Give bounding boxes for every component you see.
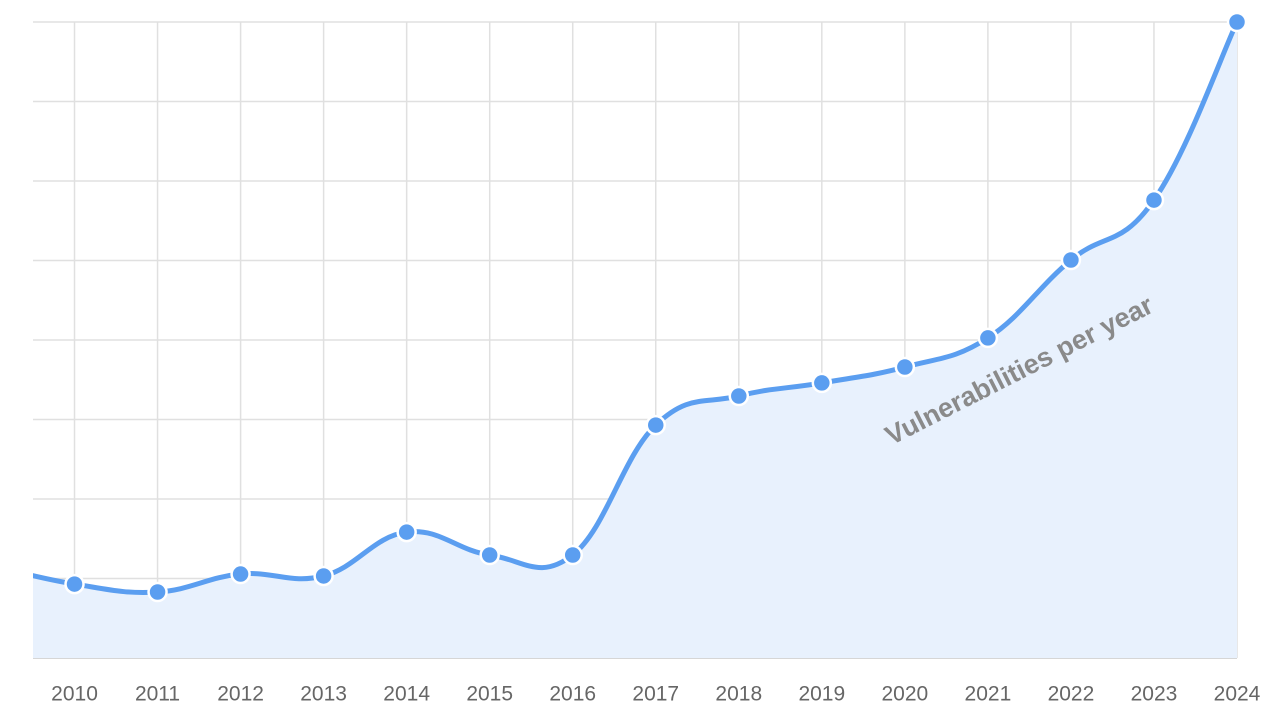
x-tick-label: 2024 <box>1214 683 1261 706</box>
x-tick-label: 2019 <box>798 683 845 706</box>
x-tick-label: 2013 <box>300 683 347 706</box>
point <box>811 372 833 394</box>
x-tick-label: 2010 <box>51 683 98 706</box>
point <box>977 327 999 349</box>
x-tick-label: 2017 <box>632 683 679 706</box>
point <box>1143 189 1165 211</box>
point <box>230 563 251 585</box>
point <box>894 356 916 378</box>
x-tick-label: 2023 <box>1131 683 1178 706</box>
point <box>645 414 667 436</box>
x-tick-label: 2011 <box>135 683 180 706</box>
x-tick-label: 2012 <box>217 683 264 706</box>
point <box>396 521 417 543</box>
point <box>147 581 168 603</box>
area <box>33 22 1237 658</box>
x-tick-label: 2020 <box>882 683 929 706</box>
point <box>1060 249 1082 271</box>
point <box>479 544 500 566</box>
series <box>33 11 1248 658</box>
point <box>64 573 85 595</box>
point <box>728 385 750 407</box>
x-tick-label: 2021 <box>965 683 1012 706</box>
labels: 2010 2011 2012 2013 2014 2015 2016 2017 2018 2019… <box>51 683 1261 706</box>
point <box>1226 11 1248 33</box>
point <box>313 565 334 587</box>
point <box>562 544 583 566</box>
x-tick-label: 2016 <box>549 683 596 706</box>
x-tick-label: 2022 <box>1048 683 1095 706</box>
x-tick-label: 2015 <box>466 683 513 706</box>
x-tick-label: 2018 <box>715 683 762 706</box>
x-tick-label: 2014 <box>383 683 430 706</box>
